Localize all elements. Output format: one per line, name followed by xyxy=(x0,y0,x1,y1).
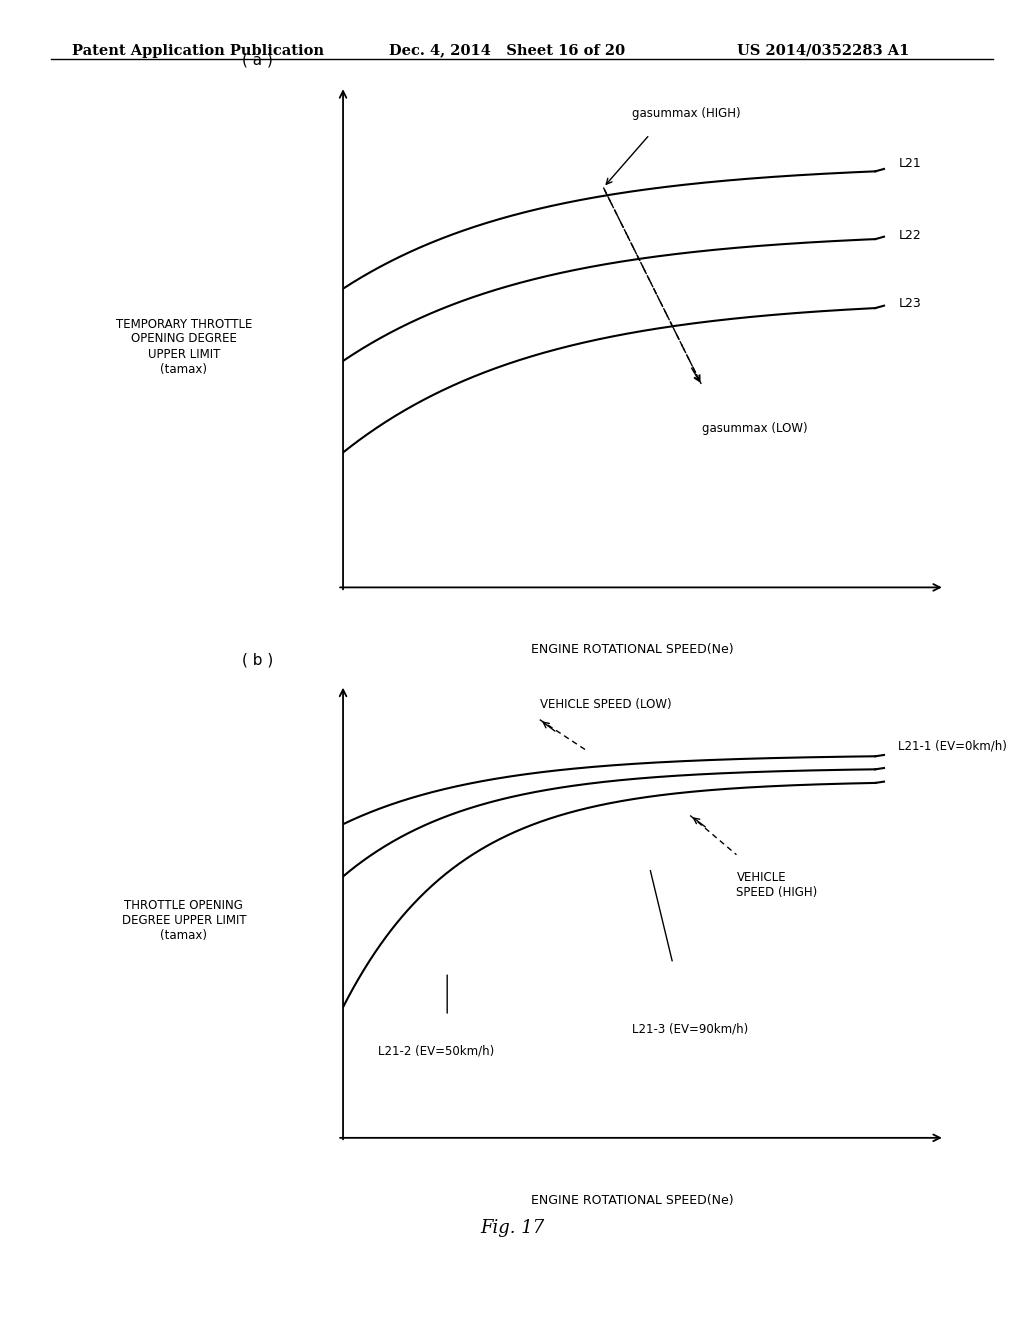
Text: Dec. 4, 2014   Sheet 16 of 20: Dec. 4, 2014 Sheet 16 of 20 xyxy=(389,44,626,58)
Text: THROTTLE OPENING
DEGREE UPPER LIMIT
(tamax): THROTTLE OPENING DEGREE UPPER LIMIT (tam… xyxy=(122,899,246,941)
Text: ( b ): ( b ) xyxy=(242,652,273,668)
Text: ENGINE ROTATIONAL SPEED(Ne): ENGINE ROTATIONAL SPEED(Ne) xyxy=(531,643,733,656)
Text: L21: L21 xyxy=(898,157,922,170)
Text: L21-3 (EV=90km/h): L21-3 (EV=90km/h) xyxy=(632,1023,749,1035)
Text: L21-1 (EV=0km/h): L21-1 (EV=0km/h) xyxy=(898,739,1008,752)
Text: gasummax (LOW): gasummax (LOW) xyxy=(701,422,807,434)
Text: VEHICLE
SPEED (HIGH): VEHICLE SPEED (HIGH) xyxy=(736,871,818,899)
Text: L22: L22 xyxy=(898,230,922,242)
Text: ( a ): ( a ) xyxy=(242,51,272,67)
Text: ENGINE ROTATIONAL SPEED(Ne): ENGINE ROTATIONAL SPEED(Ne) xyxy=(531,1195,733,1208)
Text: US 2014/0352283 A1: US 2014/0352283 A1 xyxy=(737,44,909,58)
Text: Fig. 17: Fig. 17 xyxy=(480,1218,544,1237)
Text: gasummax (HIGH): gasummax (HIGH) xyxy=(632,107,741,120)
Text: VEHICLE SPEED (LOW): VEHICLE SPEED (LOW) xyxy=(540,698,672,711)
Text: Patent Application Publication: Patent Application Publication xyxy=(72,44,324,58)
Text: L23: L23 xyxy=(898,297,922,310)
Text: L21-2 (EV=50km/h): L21-2 (EV=50km/h) xyxy=(378,1044,494,1057)
Text: TEMPORARY THROTTLE
OPENING DEGREE
UPPER LIMIT
(tamax): TEMPORARY THROTTLE OPENING DEGREE UPPER … xyxy=(116,318,252,375)
